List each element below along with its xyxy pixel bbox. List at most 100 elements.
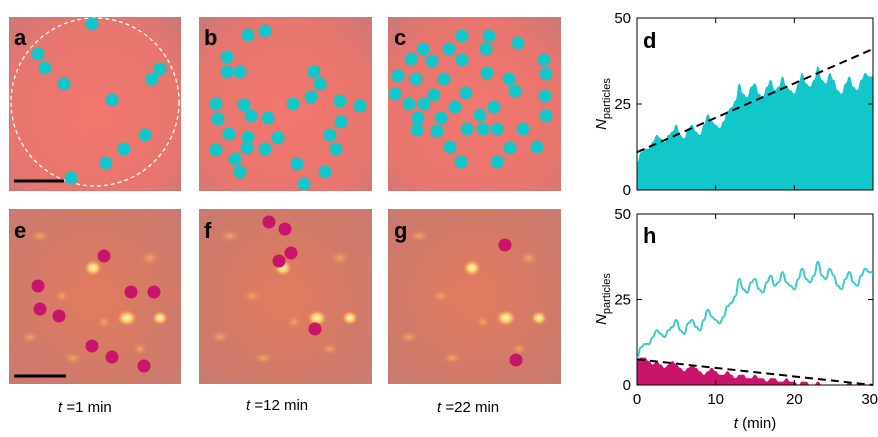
particle — [244, 109, 258, 123]
particle — [220, 50, 234, 64]
particle — [480, 66, 494, 80]
panel-f: f — [199, 209, 372, 384]
chart-h-ytick-label: 25 — [614, 292, 631, 309]
particle — [33, 302, 47, 316]
particles-c — [388, 29, 553, 169]
caption-t22-value: =22 min — [441, 399, 499, 416]
panel-label-f: f — [204, 218, 212, 243]
chart-d-ylabel-main: N — [593, 119, 610, 130]
particle — [539, 67, 553, 81]
particle — [333, 94, 347, 108]
caption-t12-var: t — [246, 397, 251, 414]
particle — [437, 72, 451, 86]
hot-spot — [307, 310, 327, 326]
chart-h-ylabel: Nparticles — [593, 273, 613, 325]
chart-d-ylabel-sub: particles — [601, 78, 613, 119]
particle — [498, 238, 512, 252]
particle — [473, 108, 487, 122]
particle — [286, 97, 300, 111]
particle — [97, 249, 111, 263]
speckle-pattern-f — [211, 230, 358, 364]
chart-d-ytick-label: 25 — [614, 96, 631, 113]
particle — [272, 254, 286, 268]
hot-spot — [342, 311, 358, 325]
caption-t1: t =1 min — [58, 399, 112, 416]
speckle-pattern-e — [21, 230, 168, 364]
chart-h: h Nparticles t (min) 0 25 50 0 10 20 30 — [593, 206, 878, 432]
hot-spot — [117, 310, 137, 326]
particle — [57, 77, 71, 91]
panel-b: b — [199, 17, 372, 191]
hot-spot — [463, 260, 481, 276]
panel-b-image — [199, 17, 372, 191]
panel-label-a: a — [14, 25, 27, 50]
particle — [138, 128, 152, 142]
particle — [404, 52, 418, 66]
particle — [258, 24, 272, 38]
particle — [509, 353, 523, 367]
hot-spot — [64, 352, 82, 364]
particle — [297, 177, 311, 191]
particle — [241, 130, 255, 144]
particles-a — [31, 17, 167, 185]
particle — [318, 165, 332, 179]
chart-d-ytick-label: 0 — [623, 182, 631, 199]
particle — [490, 122, 504, 136]
particle — [323, 128, 337, 142]
particle — [511, 36, 525, 50]
particle — [211, 112, 225, 126]
particle — [304, 90, 318, 104]
particle — [434, 111, 448, 125]
particle — [490, 155, 504, 169]
hot-spot — [254, 352, 272, 364]
particle — [530, 140, 544, 154]
panel-c-image — [388, 17, 561, 191]
particle — [308, 322, 322, 336]
chart-d: d Nparticles 0 25 50 — [593, 10, 874, 199]
particles-b — [209, 24, 367, 191]
particle — [209, 143, 223, 157]
particle — [228, 152, 242, 166]
chart-h-xlabel-rest: (min) — [738, 415, 776, 432]
particle — [537, 53, 551, 67]
chart-h-frame — [636, 213, 874, 386]
caption-t1-var: t — [58, 399, 63, 416]
panel-label-b: b — [204, 25, 217, 50]
panel-g: g — [388, 209, 561, 384]
particle — [153, 62, 167, 76]
speckle-pattern-g — [400, 230, 547, 364]
particle — [31, 279, 45, 293]
particle — [147, 285, 161, 299]
chart-h-ylabel-main: N — [593, 314, 610, 325]
particle — [85, 339, 99, 353]
hot-spot — [476, 316, 490, 328]
particle — [290, 157, 304, 171]
particle — [271, 131, 285, 145]
panel-label-c: c — [394, 25, 406, 50]
chart-h-ytick-label: 0 — [623, 377, 631, 394]
particle — [455, 53, 469, 67]
hot-spot — [531, 311, 547, 325]
particle — [237, 98, 251, 112]
particle — [222, 127, 236, 141]
hot-spot — [84, 260, 102, 276]
particle — [258, 142, 272, 156]
panel-a-image — [9, 17, 181, 191]
panel-c: c — [388, 17, 561, 191]
particle — [284, 246, 298, 260]
particle — [117, 142, 131, 156]
chart-h-line-series — [636, 260, 873, 359]
panel-a: a — [9, 17, 181, 191]
chart-h-ytick-label: 50 — [614, 206, 631, 223]
chart-d-area-series — [637, 66, 873, 190]
chart-h-xtick-label: 0 — [633, 391, 641, 408]
particle — [137, 359, 151, 373]
chart-h-xlabel: t (min) — [734, 415, 777, 432]
particle — [454, 155, 468, 169]
chart-h-xtick-label: 10 — [707, 391, 724, 408]
particle — [313, 77, 327, 91]
chart-h-ylabel-sub: particles — [601, 273, 613, 314]
hot-spot — [132, 343, 148, 355]
particle — [409, 72, 423, 86]
hot-spot — [211, 331, 229, 343]
